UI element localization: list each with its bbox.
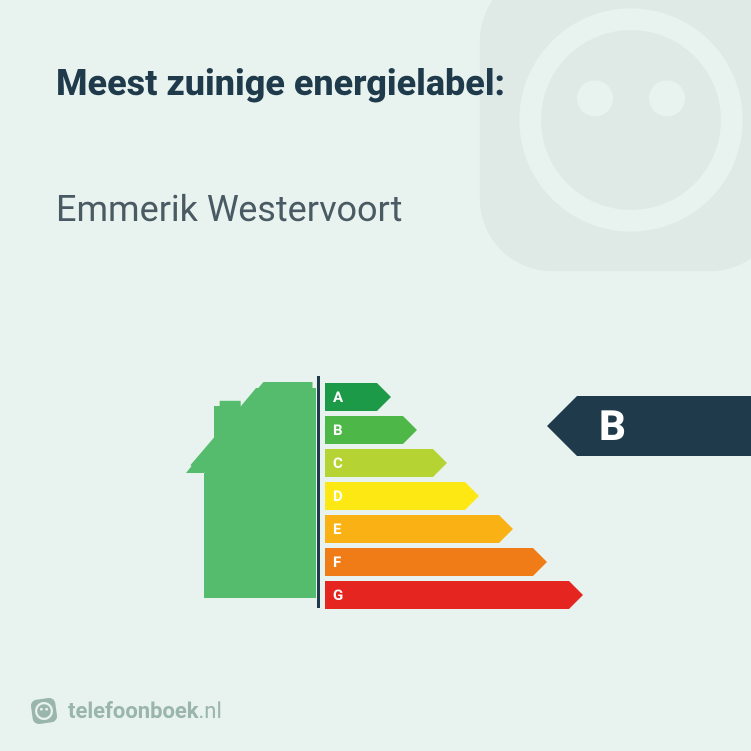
energy-label-chart: A B C D E F G <box>186 376 566 611</box>
energy-bar-c: C <box>325 449 625 477</box>
brand-tld: .nl <box>199 699 222 724</box>
house-icon <box>186 382 316 592</box>
energy-bar-f: F <box>325 548 625 576</box>
energy-bar-letter: F <box>333 553 341 571</box>
page-title: Meest zuinige energielabel: <box>56 62 505 104</box>
brand-name-text: telefoonboek <box>68 699 199 724</box>
energy-bar-letter: E <box>333 520 341 538</box>
energy-bar-e: E <box>325 515 625 543</box>
energy-bars: A B C D E F G <box>325 383 625 614</box>
energy-bar-d: D <box>325 482 625 510</box>
energy-bar-a: A <box>325 383 625 411</box>
energy-bar-letter: D <box>333 487 343 505</box>
brand-logo-icon <box>30 697 58 725</box>
energy-bar-letter: A <box>333 388 343 406</box>
energy-bar-letter: G <box>333 586 343 604</box>
brand-footer: telefoonboek.nl <box>30 697 222 725</box>
energy-bar-g: G <box>325 581 625 609</box>
brand-name: telefoonboek.nl <box>68 699 222 724</box>
energy-bar-b: B <box>325 416 625 444</box>
energy-bar-letter: B <box>333 421 343 439</box>
chart-separator <box>317 376 320 608</box>
energy-bar-letter: C <box>333 454 343 472</box>
location-name: Emmerik Westervoort <box>56 188 402 230</box>
watermark-socket-icon <box>451 0 751 300</box>
